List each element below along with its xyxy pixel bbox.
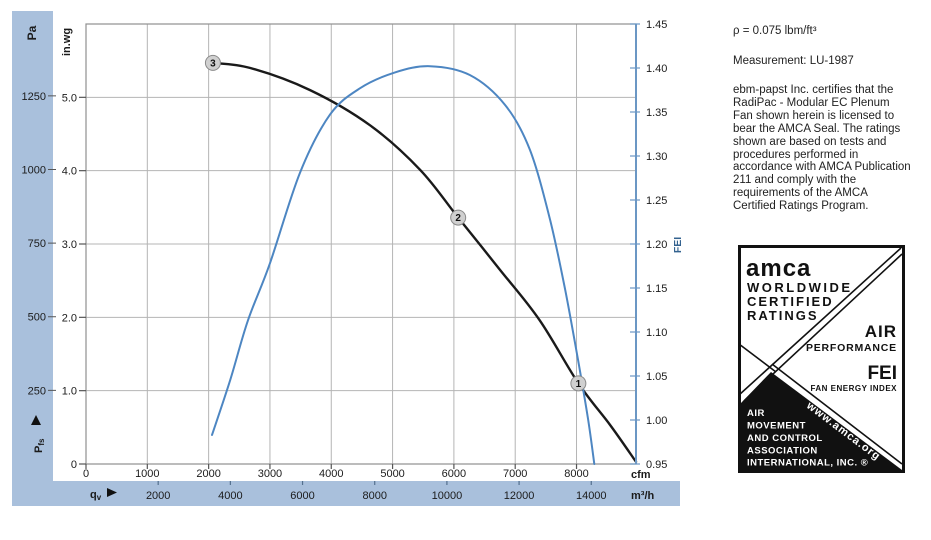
duty-point-label-1: 1: [576, 379, 582, 390]
y-axis-band: [12, 11, 53, 506]
cfm-tick-label: 8000: [564, 468, 588, 480]
m3h-unit-label: m³/h: [631, 490, 655, 502]
pa-tick-label: 1250: [22, 91, 46, 103]
pa-tick-label: 1000: [22, 164, 46, 176]
fei-tick-label: 1.25: [646, 195, 667, 207]
seal-brand-text: amca: [746, 255, 811, 282]
fan-performance-chart: 0.951.001.051.101.151.201.251.301.351.40…: [12, 11, 684, 506]
amca-seal-graphic: amca WORLDWIDE CERTIFIED RATINGS AIR PER…: [738, 245, 905, 473]
cfm-tick-label: 6000: [442, 468, 466, 480]
seal-org-line: INTERNATIONAL, INC. ®: [747, 458, 868, 469]
inwg-tick-label: 4.0: [62, 166, 77, 178]
pressure-quantity-label: Pfs: [33, 438, 46, 453]
seal-org-line: ASSOCIATION: [747, 446, 818, 457]
m3h-tick-label: 6000: [290, 490, 314, 502]
seal-cert-line: RATINGS: [747, 308, 819, 323]
inwg-tick-label: 5.0: [62, 92, 77, 104]
m3h-tick-label: 12000: [504, 490, 535, 502]
cfm-tick-label: 4000: [319, 468, 343, 480]
cfm-tick-label: 0: [83, 468, 89, 480]
seal-org-line: AIR: [747, 408, 765, 419]
duty-point-marker-2: [450, 209, 467, 226]
cfm-unit-label: cfm: [631, 469, 651, 481]
x-axis-band: [12, 481, 680, 506]
cfm-tick-label: 5000: [380, 468, 404, 480]
seal-org-line: AND CONTROL: [747, 433, 823, 444]
pa-tick-label: 250: [28, 385, 46, 397]
fei-tick-label: 1.15: [646, 283, 667, 295]
inwg-tick-label: 2.0: [62, 312, 77, 324]
fei-axis-unit-label: FEI: [672, 237, 684, 253]
duty-point-label-2: 2: [455, 213, 461, 224]
fei-tick-label: 1.45: [646, 19, 667, 31]
fei-tick-label: 1.20: [646, 239, 667, 251]
fei-tick-label: 1.30: [646, 151, 667, 163]
measurement-note: Measurement: LU-1987: [733, 55, 854, 67]
fei-tick-label: 1.35: [646, 107, 667, 119]
fei-tick-label: 0.95: [646, 459, 667, 471]
m3h-tick-label: 14000: [576, 490, 607, 502]
inwg-axis-unit-label: in.wg: [61, 28, 73, 56]
pa-tick-label: 500: [28, 312, 46, 324]
flow-quantity-label: qv: [90, 489, 102, 502]
duty-point-marker-1: [570, 375, 587, 392]
seal-fei-subtext: FAN ENERGY INDEX: [810, 384, 897, 393]
flow-axis-arrow-icon: [107, 488, 117, 497]
fei-tick-label: 1.00: [646, 415, 667, 427]
fei-tick-label: 1.05: [646, 371, 667, 383]
air-density-note: ρ = 0.075 lbm/ft³: [733, 25, 817, 37]
duty-point-label-3: 3: [210, 58, 216, 69]
pressure-axis-arrow-icon: [31, 415, 41, 425]
inwg-tick-label: 1.0: [62, 386, 77, 398]
cfm-tick-label: 3000: [258, 468, 282, 480]
certification-panel: ρ = 0.075 lbm/ft³ Measurement: LU-1987 e…: [733, 25, 911, 213]
fei-tick-label: 1.40: [646, 63, 667, 75]
seal-diagonal-line: [738, 343, 777, 373]
duty-point-marker-3: [204, 54, 221, 71]
seal-diagonal-line: [738, 247, 902, 396]
cfm-tick-label: 2000: [196, 468, 220, 480]
seal-diagonal-line: [771, 363, 903, 465]
pa-tick-label: 750: [28, 238, 46, 250]
pa-axis-unit-label: Pa: [25, 25, 39, 40]
amca-certified-ratings-seal: amca WORLDWIDE CERTIFIED RATINGS AIR PER…: [738, 245, 905, 473]
seal-cert-line: CERTIFIED: [747, 294, 834, 309]
fei-tick-label: 1.10: [646, 327, 667, 339]
certification-statement: ebm-papst Inc. certifies that the RadiPa…: [733, 84, 911, 213]
fei-curve-path: [211, 65, 596, 465]
seal-cert-line: WORLDWIDE: [747, 280, 853, 295]
m3h-tick-label: 10000: [432, 490, 463, 502]
seal-black-triangle: [741, 372, 902, 470]
seal-air-text: AIR: [865, 322, 897, 341]
seal-performance-text: PERFORMANCE: [806, 342, 897, 354]
seal-fei-text: FEI: [867, 363, 897, 384]
m3h-tick-label: 2000: [146, 490, 170, 502]
m3h-tick-label: 8000: [362, 490, 386, 502]
seal-org-line: MOVEMENT: [747, 421, 806, 432]
m3h-tick-label: 4000: [218, 490, 242, 502]
inwg-tick-label: 3.0: [62, 239, 77, 251]
cfm-tick-label: 7000: [503, 468, 527, 480]
inwg-tick-label: 0: [71, 459, 77, 471]
cfm-tick-label: 1000: [135, 468, 159, 480]
